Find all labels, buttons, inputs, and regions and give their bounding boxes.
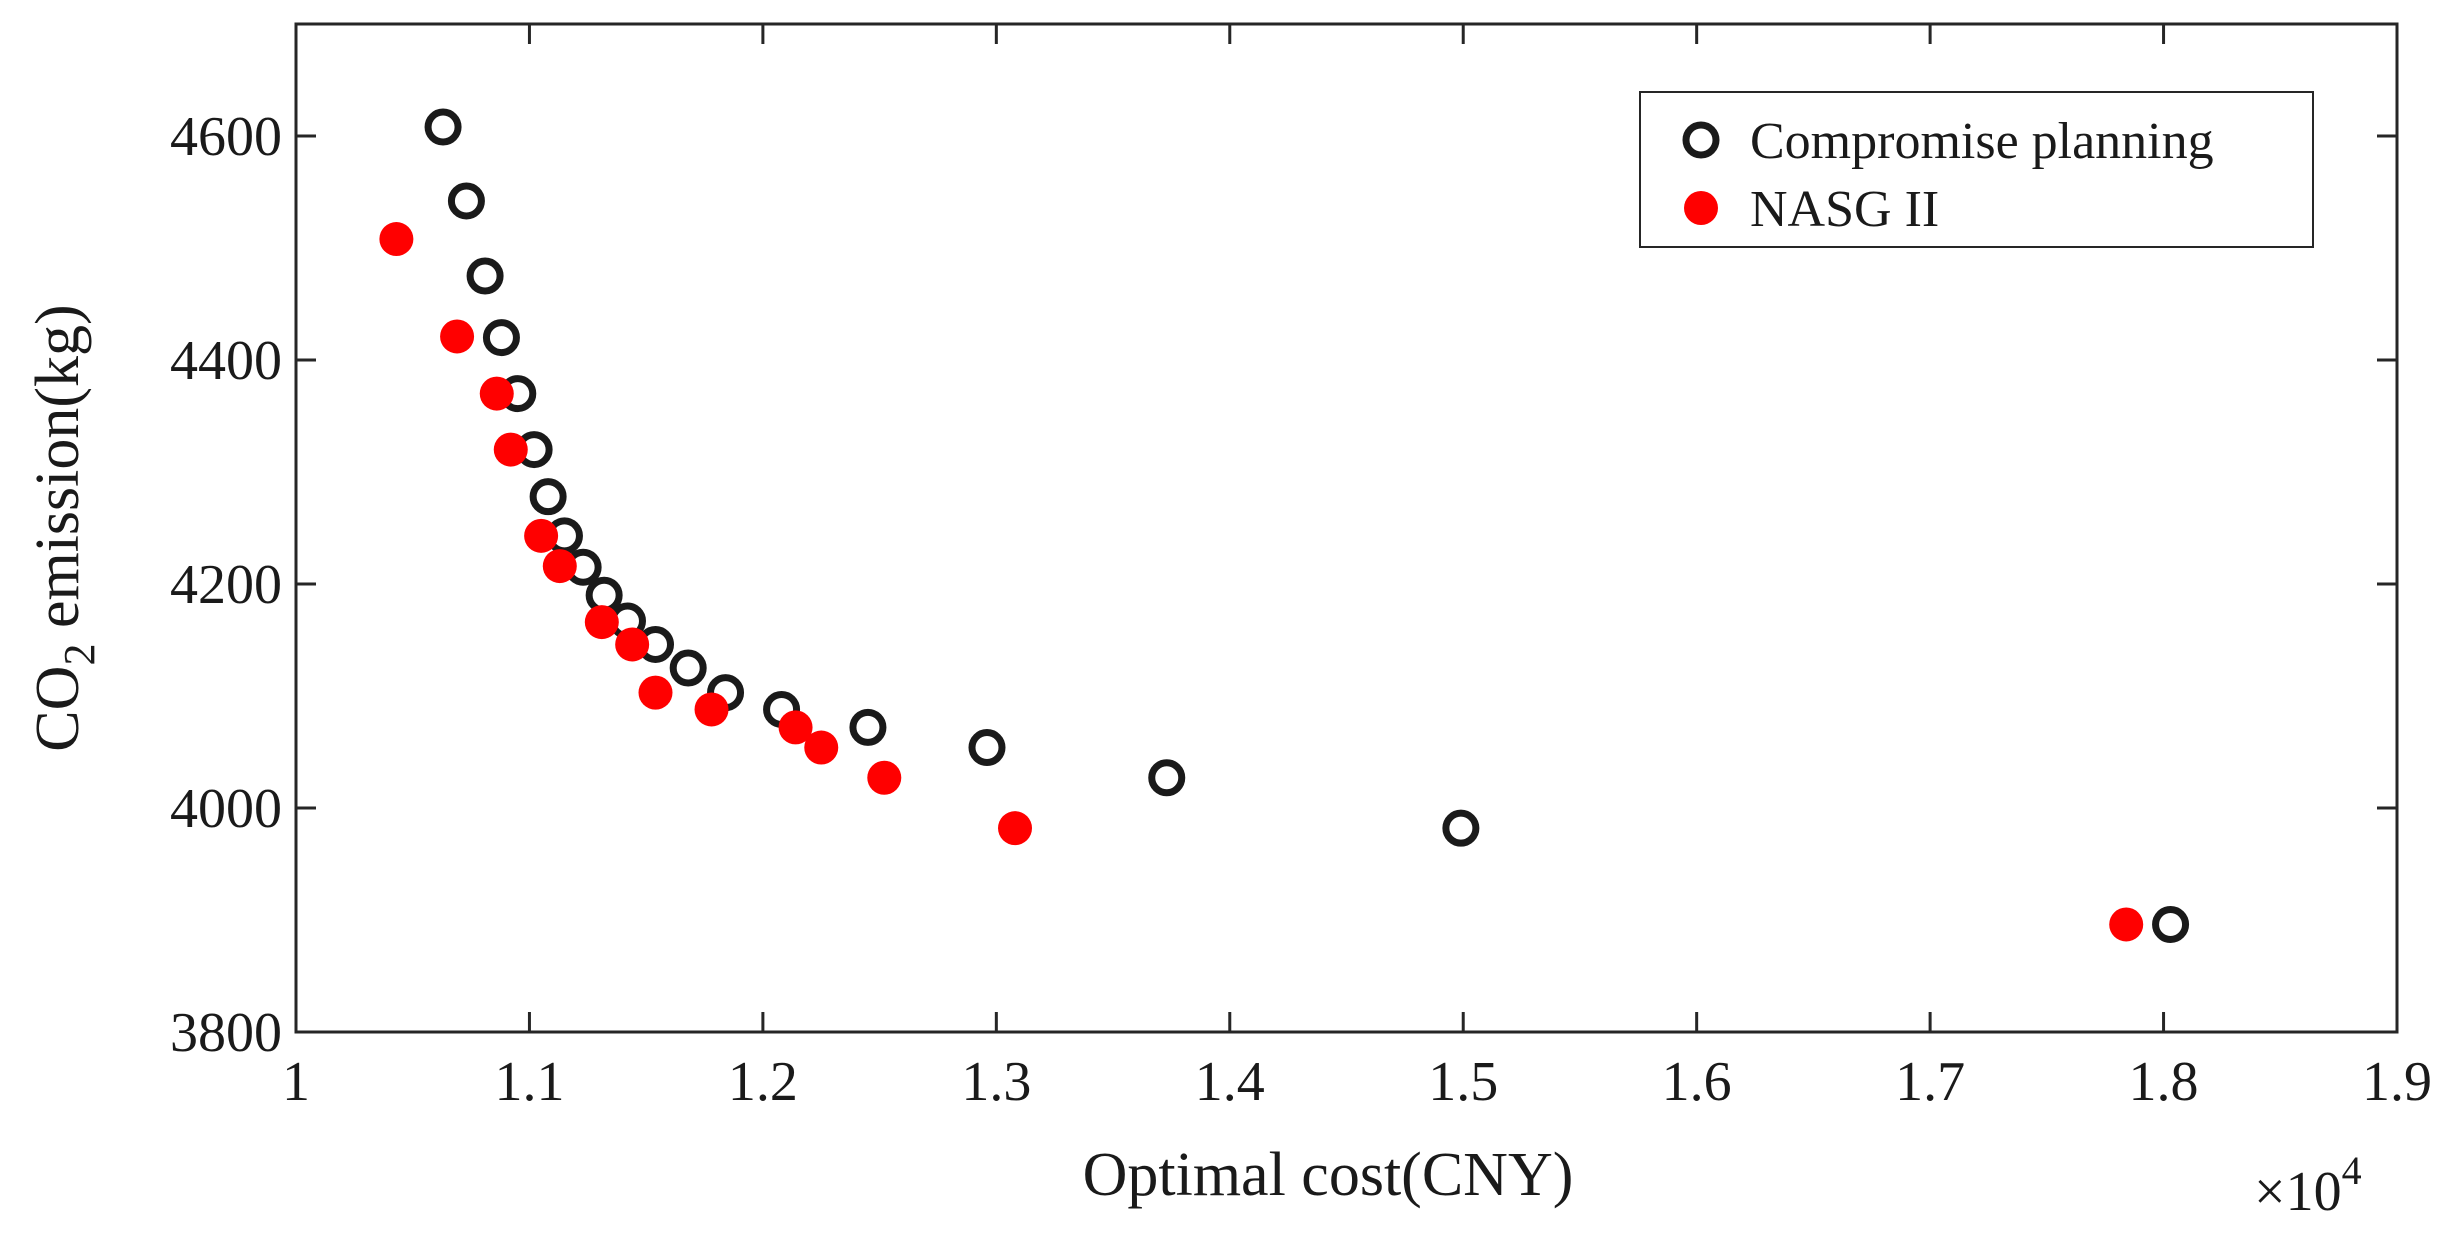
legend-marker-filled-circle xyxy=(1684,191,1718,225)
data-point-series-1 xyxy=(482,319,520,357)
data-point-series-1 xyxy=(1148,759,1186,797)
y-axis-label-suffix: emission(kg) xyxy=(24,304,92,643)
data-point-series-2 xyxy=(778,710,813,745)
data-points xyxy=(379,108,2190,943)
data-point-series-2 xyxy=(440,319,475,354)
data-point-series-1 xyxy=(849,708,887,746)
y-axis-label: CO2 emission(kg) xyxy=(24,304,104,751)
data-point-series-2 xyxy=(379,222,414,257)
legend-marker-open-circle xyxy=(1682,121,1720,159)
y-tick-label: 4600 xyxy=(170,106,282,168)
y-tick-label: 3800 xyxy=(170,1002,282,1064)
y-tick-label: 4200 xyxy=(170,554,282,616)
data-point-series-2 xyxy=(694,692,729,727)
data-point-series-1 xyxy=(1442,809,1480,847)
x-tick-label: 1.9 xyxy=(2362,1051,2432,1113)
x-tick-label: 1.1 xyxy=(494,1051,564,1113)
x-tick-label: 1.4 xyxy=(1195,1051,1265,1113)
legend-label-series-1: Compromise planning xyxy=(1750,113,2214,170)
y-axis-label-subscript: 2 xyxy=(55,644,104,666)
data-point-series-1 xyxy=(447,182,485,220)
x-tick-label: 1.7 xyxy=(1895,1051,1965,1113)
y-tick-label: 4000 xyxy=(170,778,282,840)
data-point-series-2 xyxy=(867,760,902,795)
data-point-series-2 xyxy=(615,627,650,662)
x-tick-label: 1.5 xyxy=(1428,1051,1498,1113)
y-tick-label: 4400 xyxy=(170,330,282,392)
data-point-series-1 xyxy=(968,729,1006,767)
data-point-series-2 xyxy=(493,432,528,467)
x-tick-label: 1.2 xyxy=(728,1051,798,1113)
y-axis-label-prefix: CO xyxy=(24,666,92,752)
data-point-series-1 xyxy=(466,257,504,295)
x-axis-multiplier-exponent: 4 xyxy=(2342,1148,2362,1193)
x-tick-label: 1.3 xyxy=(961,1051,1031,1113)
data-point-series-2 xyxy=(638,675,673,710)
axis-ticks xyxy=(294,24,2399,1034)
legend-box xyxy=(1639,91,2314,248)
data-point-series-2 xyxy=(542,549,577,584)
x-axis-multiplier: ×104 xyxy=(2254,1148,2362,1223)
data-point-series-2 xyxy=(524,518,559,553)
legend-label-series-2: NASG II xyxy=(1750,181,1939,238)
x-tick-label: 1.8 xyxy=(2129,1051,2199,1113)
data-point-series-1 xyxy=(529,478,567,516)
x-tick-label: 1 xyxy=(282,1051,310,1113)
data-point-series-2 xyxy=(479,376,514,411)
x-tick-label: 1.6 xyxy=(1662,1051,1732,1113)
data-point-series-1 xyxy=(424,108,462,146)
data-point-series-1 xyxy=(2152,905,2190,943)
axis-tick-labels: 1 1.1 1.2 1.3 1.4 1.5 1.6 1.7 1.8 1.9 3800 4000 4200… xyxy=(170,106,2432,1113)
x-axis-label: Optimal cost(CNY) xyxy=(1083,1141,1574,1209)
x-axis-multiplier-base: ×10 xyxy=(2254,1161,2342,1223)
data-point-series-1 xyxy=(669,649,707,687)
data-point-series-2 xyxy=(804,730,839,765)
data-point-series-2 xyxy=(2109,907,2144,942)
data-point-series-2 xyxy=(998,811,1033,846)
legend: Compromise planning NASG II xyxy=(1639,91,2314,248)
data-point-series-2 xyxy=(584,605,619,640)
